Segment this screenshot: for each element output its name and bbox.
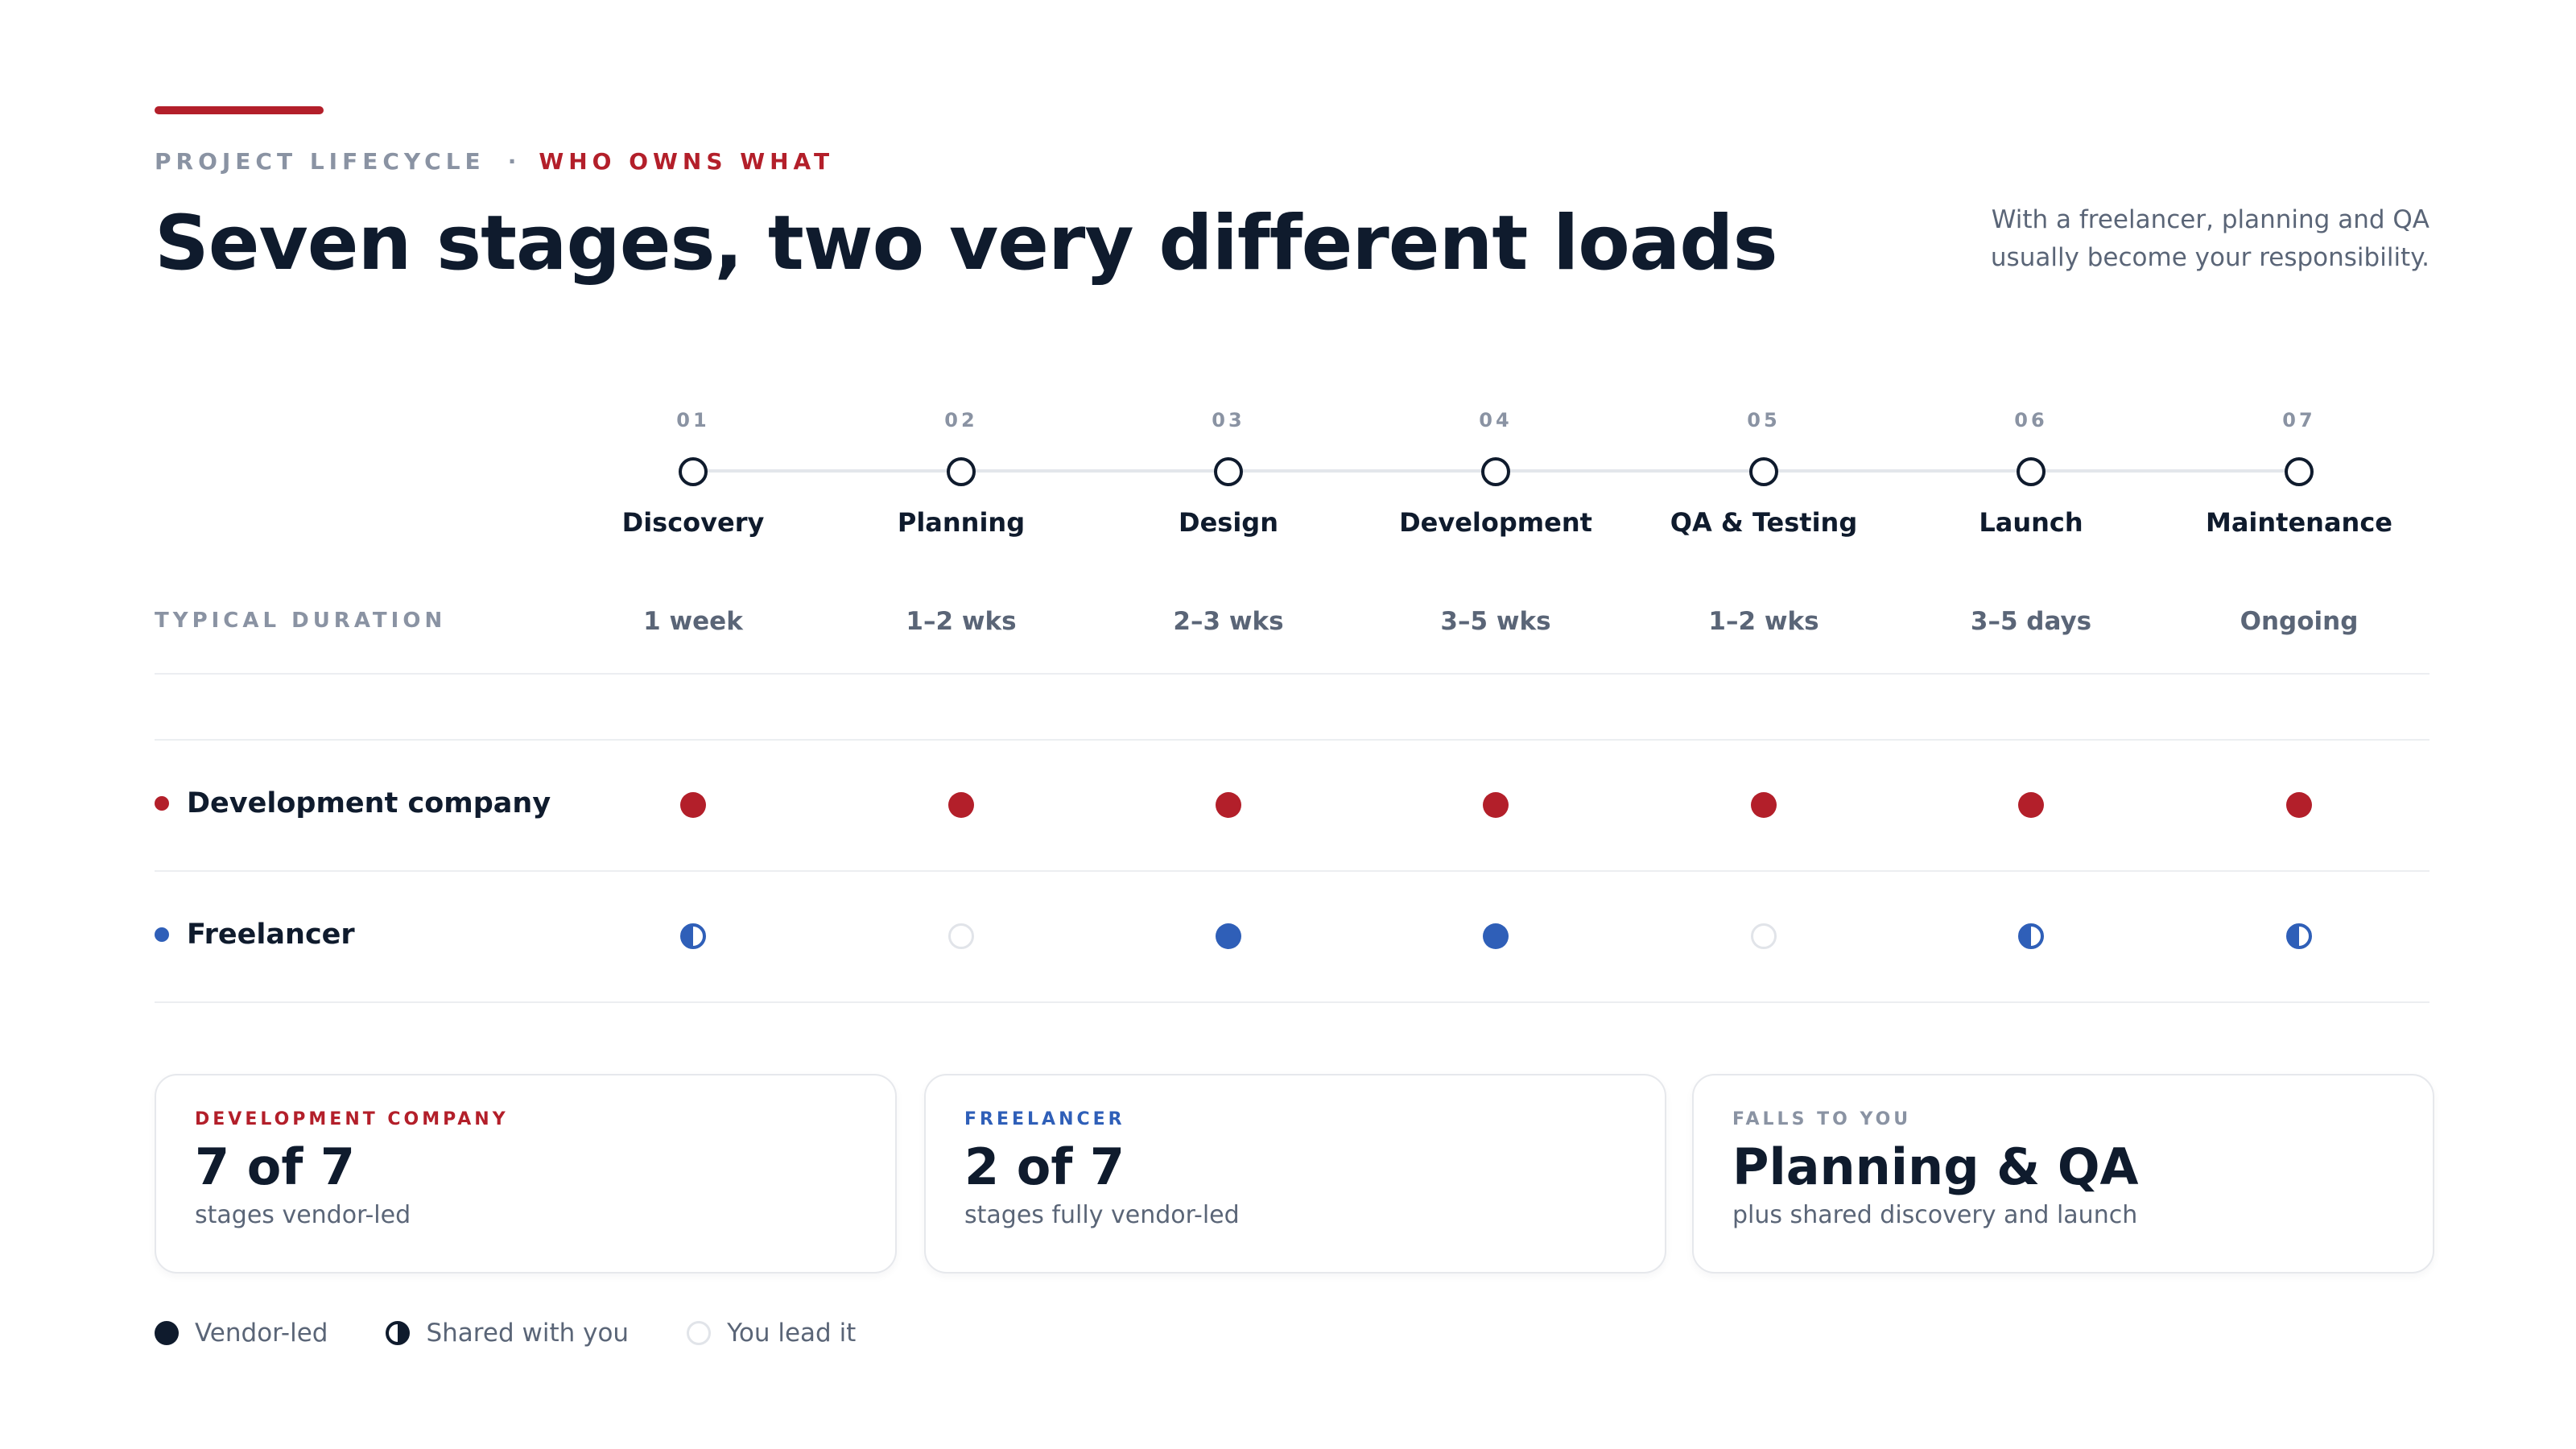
stage-planning: 02 Planning (828, 409, 1094, 538)
card-description: stages fully vendor-led (964, 1201, 1240, 1229)
card-value: 7 of 7 (195, 1137, 356, 1196)
stage-node-icon (1481, 457, 1510, 486)
summary-card-falls-to-you: FALLS TO YOU Planning & QA plus shared d… (1692, 1074, 2434, 1274)
stage-discovery: 01 Discovery (560, 409, 826, 538)
half-circle-icon (680, 923, 706, 949)
stage-node-icon (2285, 457, 2314, 486)
stage-number: 03 (1212, 409, 1245, 431)
full-circle-icon (2018, 792, 2044, 818)
stage-number: 04 (1479, 409, 1513, 431)
legend-label: You lead it (727, 1319, 857, 1348)
card-description: stages vendor-led (195, 1201, 411, 1229)
stage-node-icon (1214, 457, 1243, 486)
full-circle-icon (1216, 923, 1241, 949)
row-label-text: Freelancer (187, 919, 355, 951)
legend-label: Vendor-led (195, 1319, 328, 1348)
stage-name: Development (1399, 507, 1592, 538)
summary-card-freelancer: FREELANCER 2 of 7 stages fully vendor-le… (924, 1074, 1666, 1274)
stage-node-icon (679, 457, 708, 486)
page-title: Seven stages, two very different loads (155, 200, 1778, 287)
red-dot-icon (155, 796, 169, 811)
half-circle-icon (2018, 923, 2044, 949)
full-circle-icon (1751, 792, 1777, 818)
stage-name: Design (1179, 507, 1278, 538)
stage-node-icon (1749, 457, 1778, 486)
card-eyebrow: FREELANCER (964, 1109, 1125, 1129)
stage-name: Discovery (621, 507, 765, 538)
full-circle-icon (948, 792, 974, 818)
eyebrow-topic: WHO OWNS WHAT (539, 148, 835, 175)
eyebrow-separator: · (507, 148, 517, 175)
stage-launch: 06 Launch (1898, 409, 2164, 538)
full-circle-icon (155, 1321, 179, 1345)
stage-number: 06 (2014, 409, 2048, 431)
legend-label: Shared with you (426, 1319, 630, 1348)
duration-launch: 3–5 days (1970, 607, 2092, 636)
legend-item-vendor-led: Vendor-led (155, 1319, 328, 1348)
row-label-text: Development company (187, 787, 551, 819)
duration-qa-testing: 1–2 wks (1708, 607, 1819, 636)
full-circle-icon (2286, 792, 2312, 818)
empty-circle-icon (948, 923, 974, 949)
eyebrow: PROJECT LIFECYCLE · WHO OWNS WHAT (155, 148, 834, 175)
divider (155, 673, 2429, 675)
stage-maintenance: 07 Maintenance (2166, 409, 2432, 538)
legend-item-you-lead: You lead it (687, 1319, 856, 1348)
stage-qa-testing: 05 QA & Testing (1631, 409, 1897, 538)
half-circle-icon (2286, 923, 2312, 949)
empty-circle-icon (687, 1321, 712, 1345)
card-eyebrow: DEVELOPMENT COMPANY (195, 1109, 509, 1129)
stage-development: 04 Development (1363, 409, 1629, 538)
duration-design: 2–3 wks (1173, 607, 1284, 636)
row-label-development-company: Development company (155, 787, 551, 819)
duration-discovery: 1 week (643, 607, 743, 636)
summary-card-development-company: DEVELOPMENT COMPANY 7 of 7 stages vendor… (155, 1074, 897, 1274)
full-circle-icon (680, 792, 706, 818)
stage-number: 02 (944, 409, 978, 431)
stage-name: Launch (1979, 507, 2083, 538)
blue-dot-icon (155, 927, 169, 942)
accent-bar (155, 106, 324, 114)
stage-number: 07 (2282, 409, 2316, 431)
legend-item-shared: Shared with you (386, 1319, 629, 1348)
empty-circle-icon (1751, 923, 1777, 949)
divider (155, 1001, 2429, 1003)
full-circle-icon (1483, 792, 1509, 818)
card-description: plus shared discovery and launch (1732, 1201, 2138, 1229)
stage-name: Planning (897, 507, 1026, 538)
stage-name: QA & Testing (1670, 507, 1858, 538)
stage-design: 03 Design (1096, 409, 1361, 538)
card-value: 2 of 7 (964, 1137, 1125, 1196)
stage-number: 01 (676, 409, 710, 431)
duration-label: TYPICAL DURATION (155, 609, 447, 633)
full-circle-icon (1483, 923, 1509, 949)
row-label-freelancer: Freelancer (155, 919, 355, 951)
divider (155, 870, 2429, 872)
duration-maintenance: Ongoing (2240, 607, 2359, 636)
card-value: Planning & QA (1732, 1137, 2139, 1196)
duration-planning: 1–2 wks (906, 607, 1017, 636)
divider (155, 739, 2429, 741)
stage-node-icon (947, 457, 976, 486)
eyebrow-section: PROJECT LIFECYCLE (155, 148, 485, 175)
full-circle-icon (1216, 792, 1241, 818)
card-eyebrow: FALLS TO YOU (1732, 1109, 1912, 1129)
duration-development: 3–5 wks (1440, 607, 1551, 636)
page-subtitle: With a freelancer, planning and QA usual… (1990, 205, 2429, 272)
legend: Vendor-led Shared with you You lead it (155, 1319, 914, 1348)
stage-name: Maintenance (2205, 507, 2392, 538)
half-circle-icon (386, 1321, 411, 1345)
stage-node-icon (2017, 457, 2046, 486)
stage-number: 05 (1747, 409, 1781, 431)
